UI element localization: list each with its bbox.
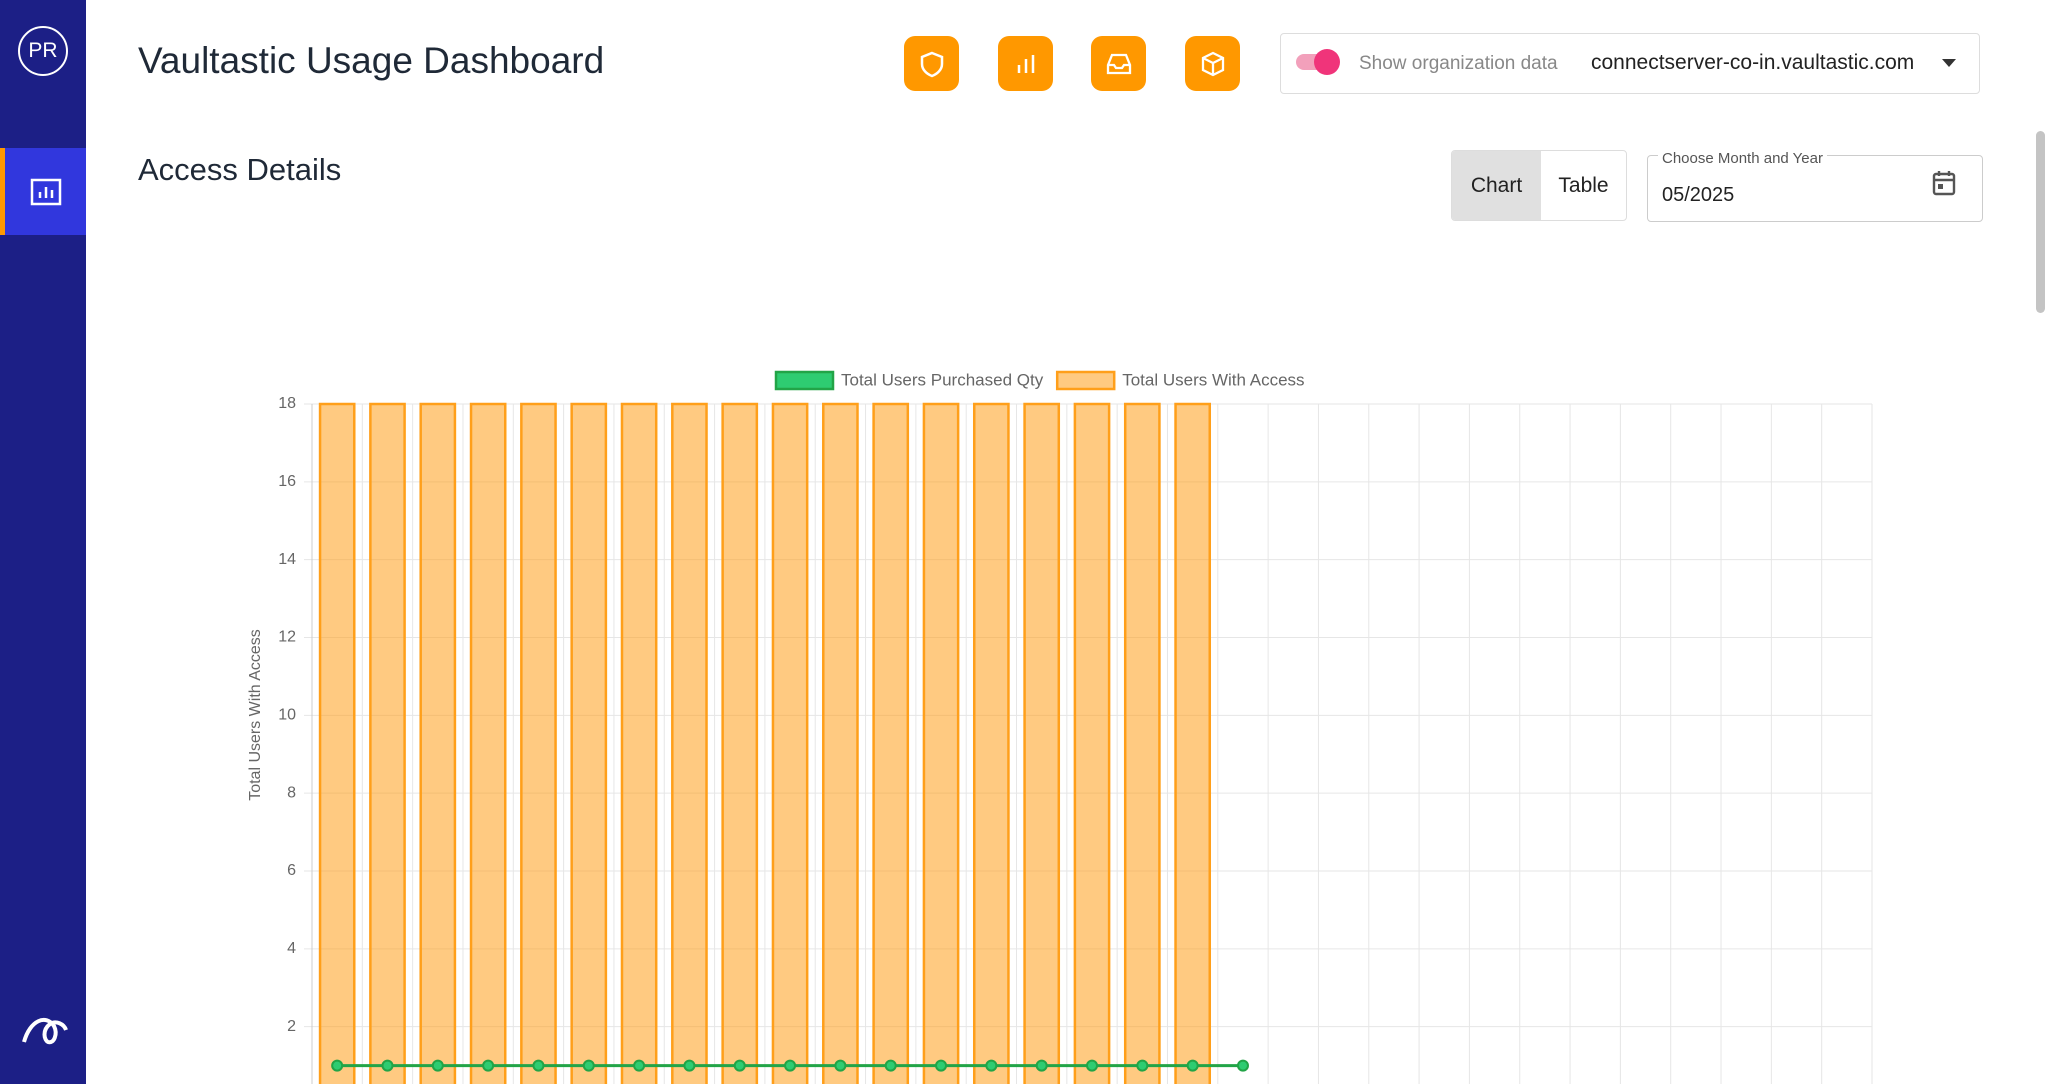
bar	[419, 402, 457, 1084]
y-tick-label: 4	[287, 940, 296, 957]
bar	[1174, 402, 1212, 1084]
y-tick-label: 8	[287, 784, 296, 801]
bar	[771, 402, 809, 1084]
org-panel: Show organization data connectserver-co-…	[1280, 33, 1980, 94]
y-tick-label: 16	[278, 473, 296, 490]
y-axis-title: Total Users With Access	[247, 629, 264, 801]
point	[532, 1059, 545, 1072]
inbox-button[interactable]	[1091, 36, 1146, 91]
date-value: 05/2025	[1662, 184, 1735, 206]
icon	[1106, 53, 1131, 74]
page-title: Vaultastic Usage Dashboard	[138, 40, 605, 81]
shield-button[interactable]	[904, 36, 959, 91]
bar	[318, 402, 356, 1084]
bar	[1023, 402, 1061, 1084]
icon	[30, 178, 61, 205]
chart-button[interactable]	[998, 36, 1053, 91]
legend-swatch	[1055, 370, 1116, 391]
domain-select[interactable]: connectserver-co-in.vaultastic.com	[1591, 51, 1915, 74]
point	[884, 1059, 897, 1072]
bar	[822, 402, 859, 1084]
y-tick-label: 12	[278, 629, 296, 646]
section-title: Access Details	[138, 152, 342, 187]
bar	[1073, 402, 1111, 1084]
point	[1086, 1059, 1098, 1072]
icon	[1017, 54, 1034, 73]
y-tick-label: 6	[287, 862, 296, 879]
icon	[920, 51, 943, 77]
point	[784, 1059, 797, 1072]
nav-usage[interactable]	[0, 148, 86, 235]
point	[1035, 1059, 1048, 1072]
point	[482, 1059, 495, 1072]
box-button[interactable]	[1185, 36, 1240, 91]
date-label: Choose Month and Year	[1658, 150, 1827, 167]
point	[431, 1059, 444, 1072]
point	[381, 1059, 394, 1072]
scrollbar[interactable]	[2036, 131, 2045, 313]
calendar-icon[interactable]	[1932, 170, 1956, 196]
point	[1136, 1059, 1149, 1072]
legend-label: Total Users With Access	[1122, 370, 1304, 389]
sidebar: PR	[0, 0, 86, 1084]
icon	[1201, 51, 1224, 76]
point	[985, 1059, 998, 1072]
avatar[interactable]: PR	[18, 26, 68, 76]
point	[1236, 1059, 1249, 1072]
bar	[469, 402, 507, 1084]
bar	[972, 402, 1010, 1084]
toggle[interactable]	[1296, 49, 1340, 75]
chart-tab[interactable]: Chart	[1452, 151, 1541, 220]
bar	[872, 402, 910, 1084]
bar	[620, 402, 658, 1084]
point	[733, 1059, 746, 1072]
bar	[570, 402, 608, 1084]
toggle-knob	[1314, 49, 1340, 75]
legend-label: Total Users Purchased Qty	[841, 370, 1044, 389]
bar	[721, 402, 759, 1084]
point	[633, 1059, 646, 1072]
point	[331, 1059, 344, 1072]
point	[935, 1059, 948, 1072]
y-tick-label: 18	[278, 395, 296, 412]
y-tick-label: 2	[287, 1018, 296, 1035]
point	[834, 1059, 847, 1072]
legend-swatch	[774, 370, 835, 391]
y-tick-label: 10	[278, 707, 296, 724]
logo	[22, 1017, 68, 1045]
point	[582, 1059, 595, 1072]
toggle-label: Show organization data	[1359, 53, 1558, 74]
bar	[671, 402, 708, 1084]
chart: 2 4 6 8 10 12 14 16 18 Total Users With Access Tot…	[247, 370, 1873, 1084]
dropdown-arrow	[1942, 59, 1956, 67]
y-tick-label: 14	[278, 551, 296, 568]
bar	[369, 402, 406, 1084]
bar	[1123, 402, 1161, 1084]
point	[1186, 1059, 1199, 1072]
point	[683, 1059, 696, 1072]
view-toggle: Chart Table	[1451, 150, 1627, 221]
date-field[interactable]: Choose Month and Year 05/2025	[1647, 150, 1983, 222]
table-tab[interactable]: Table	[1558, 173, 1609, 197]
bar	[520, 402, 557, 1084]
bar	[922, 402, 960, 1084]
